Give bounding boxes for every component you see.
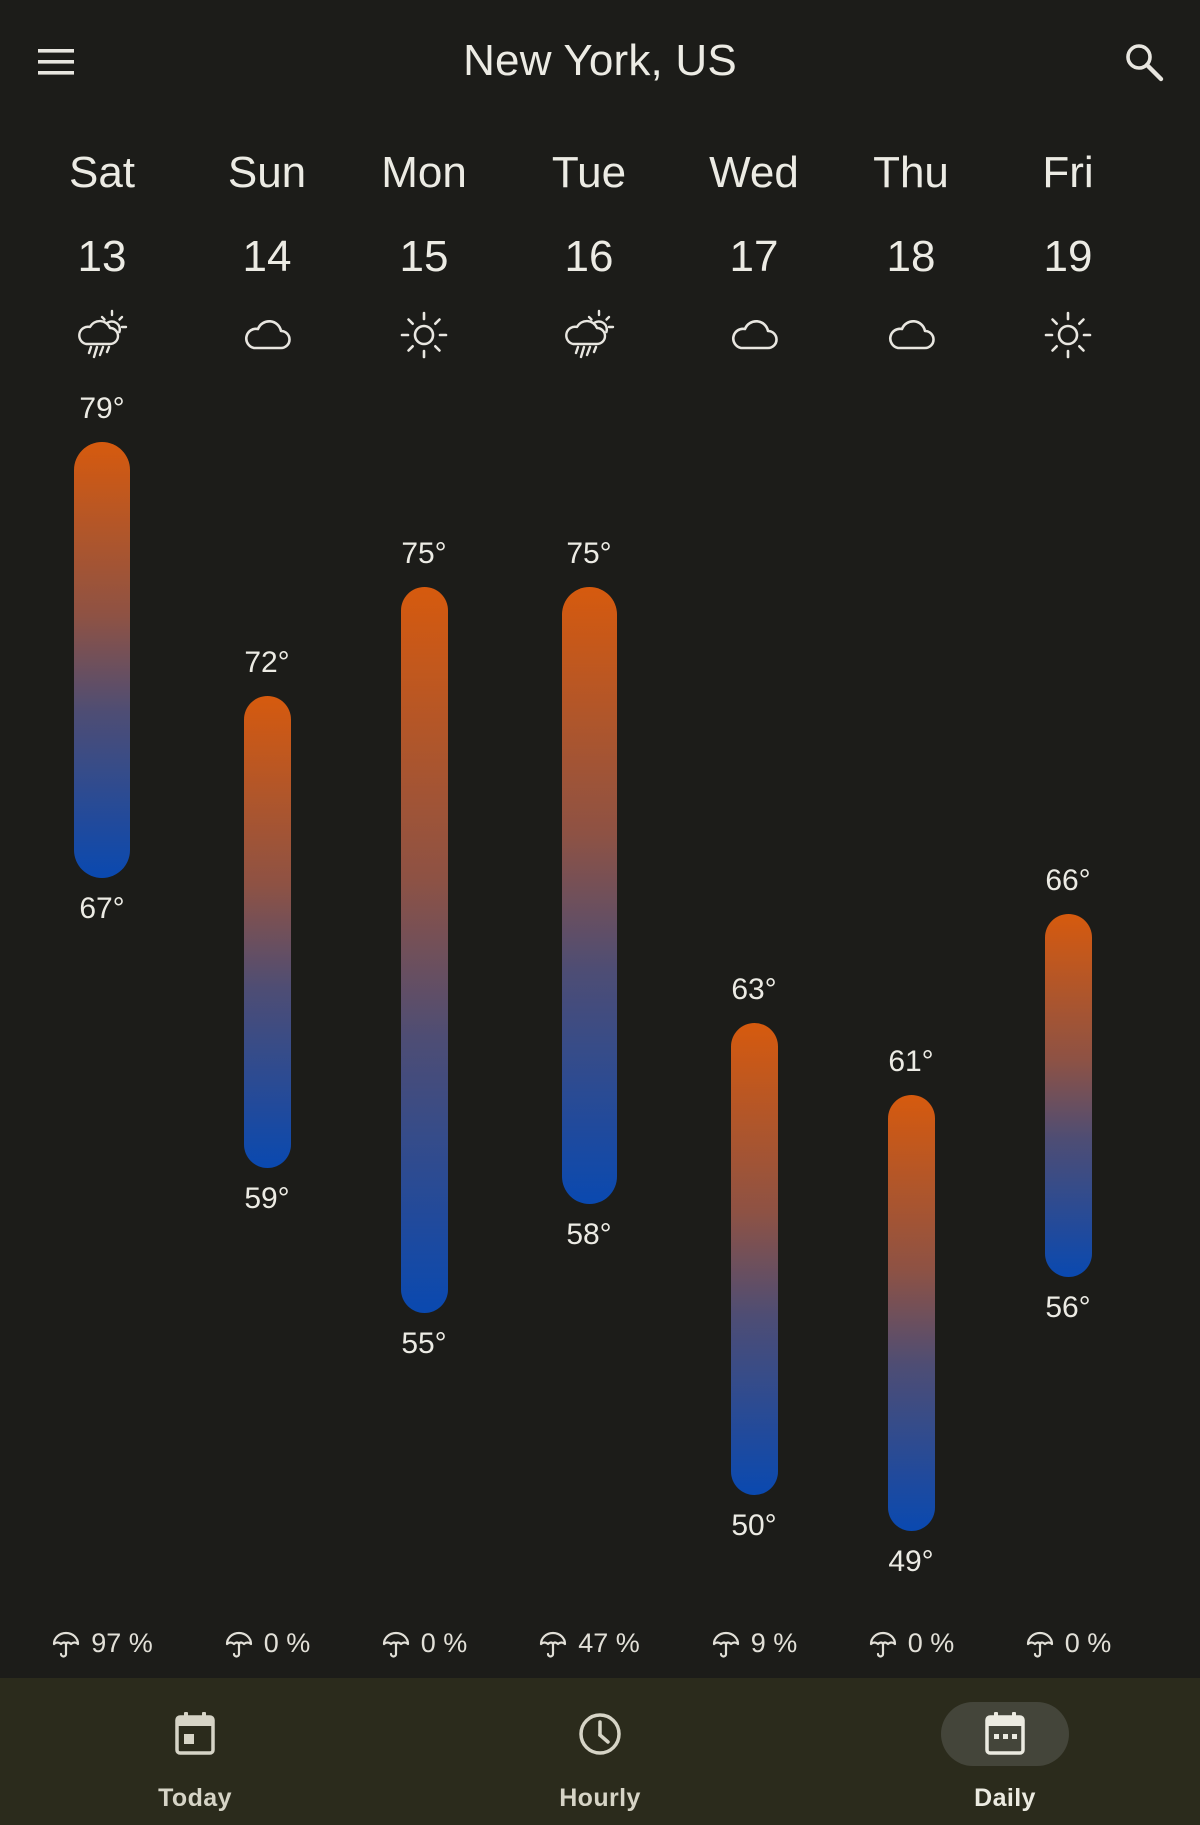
- temperature-range-bar: [561, 587, 617, 1204]
- nav-label-hourly: Hourly: [559, 1784, 641, 1812]
- high-temp: 63°: [731, 973, 777, 1006]
- umbrella-icon: [712, 1631, 739, 1658]
- day-column-fri[interactable]: Fri 19 66° 56° 0 %: [993, 0, 1143, 1678]
- high-temp: 75°: [401, 537, 447, 570]
- menu-button[interactable]: [24, 30, 88, 94]
- cloud-icon: [245, 319, 291, 350]
- rain-sun-icon: [78, 309, 128, 359]
- nav-pill-hourly: [536, 1702, 664, 1766]
- search-icon: [1126, 44, 1164, 82]
- precipitation-value: 47 %: [578, 1628, 640, 1658]
- precipitation: 9 %: [679, 1628, 829, 1659]
- day-date: 14: [242, 232, 292, 281]
- low-temp: 49°: [888, 1545, 934, 1578]
- precipitation-value: 9 %: [750, 1628, 798, 1658]
- daily-forecast: Sat 13 79° 67° 97 % Sun 14: [27, 0, 1143, 1678]
- day-date: 16: [564, 232, 614, 281]
- high-temp: 72°: [244, 646, 290, 679]
- precipitation: 0 %: [993, 1628, 1143, 1659]
- nav-item-daily[interactable]: Daily: [855, 1678, 1155, 1825]
- temperature-range-bar: [74, 442, 130, 878]
- calendar-today-icon: [175, 1712, 215, 1755]
- day-name: Sun: [227, 148, 307, 197]
- menu-icon: [38, 49, 74, 75]
- umbrella-icon: [1026, 1631, 1053, 1658]
- nav-label-daily: Daily: [974, 1784, 1036, 1812]
- precipitation-value: 0 %: [907, 1628, 955, 1658]
- umbrella-icon: [869, 1631, 896, 1658]
- nav-label-today: Today: [158, 1784, 232, 1812]
- high-temp: 61°: [888, 1045, 934, 1078]
- cloud-icon: [732, 319, 778, 350]
- precipitation: 97 %: [27, 1628, 177, 1659]
- day-column-thu[interactable]: Thu 18 61° 49° 0 %: [836, 0, 986, 1678]
- sun-icon: [400, 311, 448, 359]
- low-temp: 55°: [401, 1327, 447, 1360]
- day-column-tue[interactable]: Tue 16 75° 58° 47 %: [514, 0, 664, 1678]
- calendar-week-icon: [985, 1712, 1025, 1755]
- day-column-sun[interactable]: Sun 14 72° 59° 0 %: [192, 0, 342, 1678]
- day-name: Fri: [1042, 148, 1094, 197]
- location-title: New York, US: [463, 36, 737, 85]
- temperature-range-bar: [400, 587, 448, 1313]
- umbrella-icon: [53, 1631, 80, 1658]
- bottom-navigation: Today Hourly: [0, 1678, 1200, 1825]
- cloud-icon: [889, 319, 935, 350]
- day-date: 13: [77, 232, 127, 281]
- clock-icon: [579, 1713, 621, 1755]
- low-temp: 59°: [244, 1182, 290, 1215]
- search-button[interactable]: [1112, 30, 1176, 94]
- low-temp: 56°: [1045, 1291, 1091, 1324]
- umbrella-icon: [540, 1631, 567, 1658]
- temperature-range-bar: [887, 1095, 935, 1531]
- precipitation-value: 97 %: [91, 1628, 153, 1658]
- day-date: 15: [399, 232, 449, 281]
- high-temp: 75°: [566, 537, 612, 570]
- nav-item-today[interactable]: Today: [45, 1678, 345, 1825]
- low-temp: 67°: [79, 892, 125, 925]
- precipitation: 0 %: [349, 1628, 499, 1659]
- nav-item-hourly[interactable]: Hourly: [450, 1678, 750, 1825]
- day-name: Thu: [873, 148, 949, 197]
- day-column-sat[interactable]: Sat 13 79° 67° 97 %: [27, 0, 177, 1678]
- temperature-range-bar: [1044, 914, 1092, 1277]
- day-name: Wed: [709, 148, 799, 197]
- precipitation: 47 %: [514, 1628, 664, 1659]
- low-temp: 50°: [731, 1509, 777, 1542]
- precipitation-value: 0 %: [420, 1628, 468, 1658]
- day-name: Mon: [381, 148, 467, 197]
- day-column-mon[interactable]: Mon 15 75° 55° 0 %: [349, 0, 499, 1678]
- nav-pill-daily: [941, 1702, 1069, 1766]
- precipitation-value: 0 %: [1064, 1628, 1112, 1658]
- nav-pill-today: [131, 1702, 259, 1766]
- high-temp: 66°: [1045, 864, 1091, 897]
- umbrella-icon: [382, 1631, 409, 1658]
- temperature-range-bar: [730, 1023, 778, 1495]
- day-column-wed[interactable]: Wed 17 63° 50° 9 %: [679, 0, 829, 1678]
- day-name: Tue: [551, 148, 627, 197]
- precipitation: 0 %: [836, 1628, 986, 1659]
- umbrella-icon: [225, 1631, 252, 1658]
- day-date: 18: [886, 232, 936, 281]
- sun-icon: [1044, 311, 1092, 359]
- top-app-bar: New York, US: [0, 0, 1200, 125]
- day-date: 19: [1043, 232, 1093, 281]
- temperature-range-bar: [243, 696, 291, 1168]
- precipitation-value: 0 %: [263, 1628, 311, 1658]
- rain-sun-icon: [565, 309, 615, 359]
- precipitation: 0 %: [192, 1628, 342, 1659]
- low-temp: 58°: [566, 1218, 612, 1251]
- day-date: 17: [729, 232, 779, 281]
- high-temp: 79°: [79, 392, 125, 425]
- day-name: Sat: [68, 148, 136, 197]
